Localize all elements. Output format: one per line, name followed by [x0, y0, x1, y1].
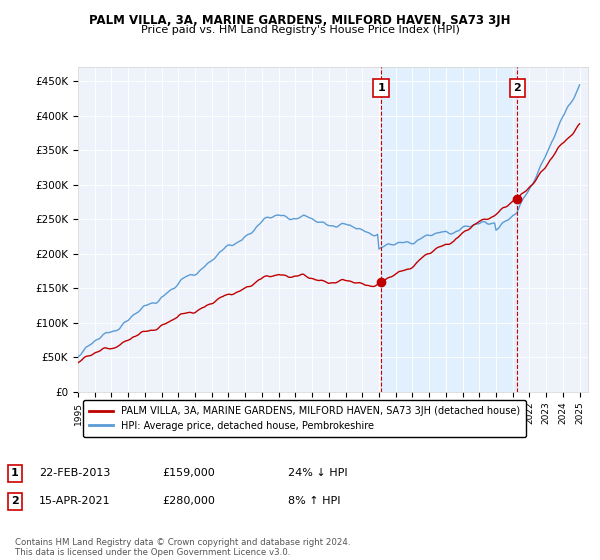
Text: 22-FEB-2013: 22-FEB-2013 [39, 468, 110, 478]
Legend: PALM VILLA, 3A, MARINE GARDENS, MILFORD HAVEN, SA73 3JH (detached house), HPI: A: PALM VILLA, 3A, MARINE GARDENS, MILFORD … [83, 400, 526, 437]
Text: 1: 1 [377, 83, 385, 93]
Text: 8% ↑ HPI: 8% ↑ HPI [288, 496, 341, 506]
Text: 2: 2 [11, 496, 19, 506]
Text: £280,000: £280,000 [162, 496, 215, 506]
Text: Contains HM Land Registry data © Crown copyright and database right 2024.
This d: Contains HM Land Registry data © Crown c… [15, 538, 350, 557]
Text: 15-APR-2021: 15-APR-2021 [39, 496, 110, 506]
Text: Price paid vs. HM Land Registry's House Price Index (HPI): Price paid vs. HM Land Registry's House … [140, 25, 460, 35]
Text: 24% ↓ HPI: 24% ↓ HPI [288, 468, 347, 478]
Bar [381, 67, 517, 392]
Text: £159,000: £159,000 [162, 468, 215, 478]
Text: 2: 2 [514, 83, 521, 93]
Text: PALM VILLA, 3A, MARINE GARDENS, MILFORD HAVEN, SA73 3JH: PALM VILLA, 3A, MARINE GARDENS, MILFORD … [89, 14, 511, 27]
Text: 1: 1 [11, 468, 19, 478]
